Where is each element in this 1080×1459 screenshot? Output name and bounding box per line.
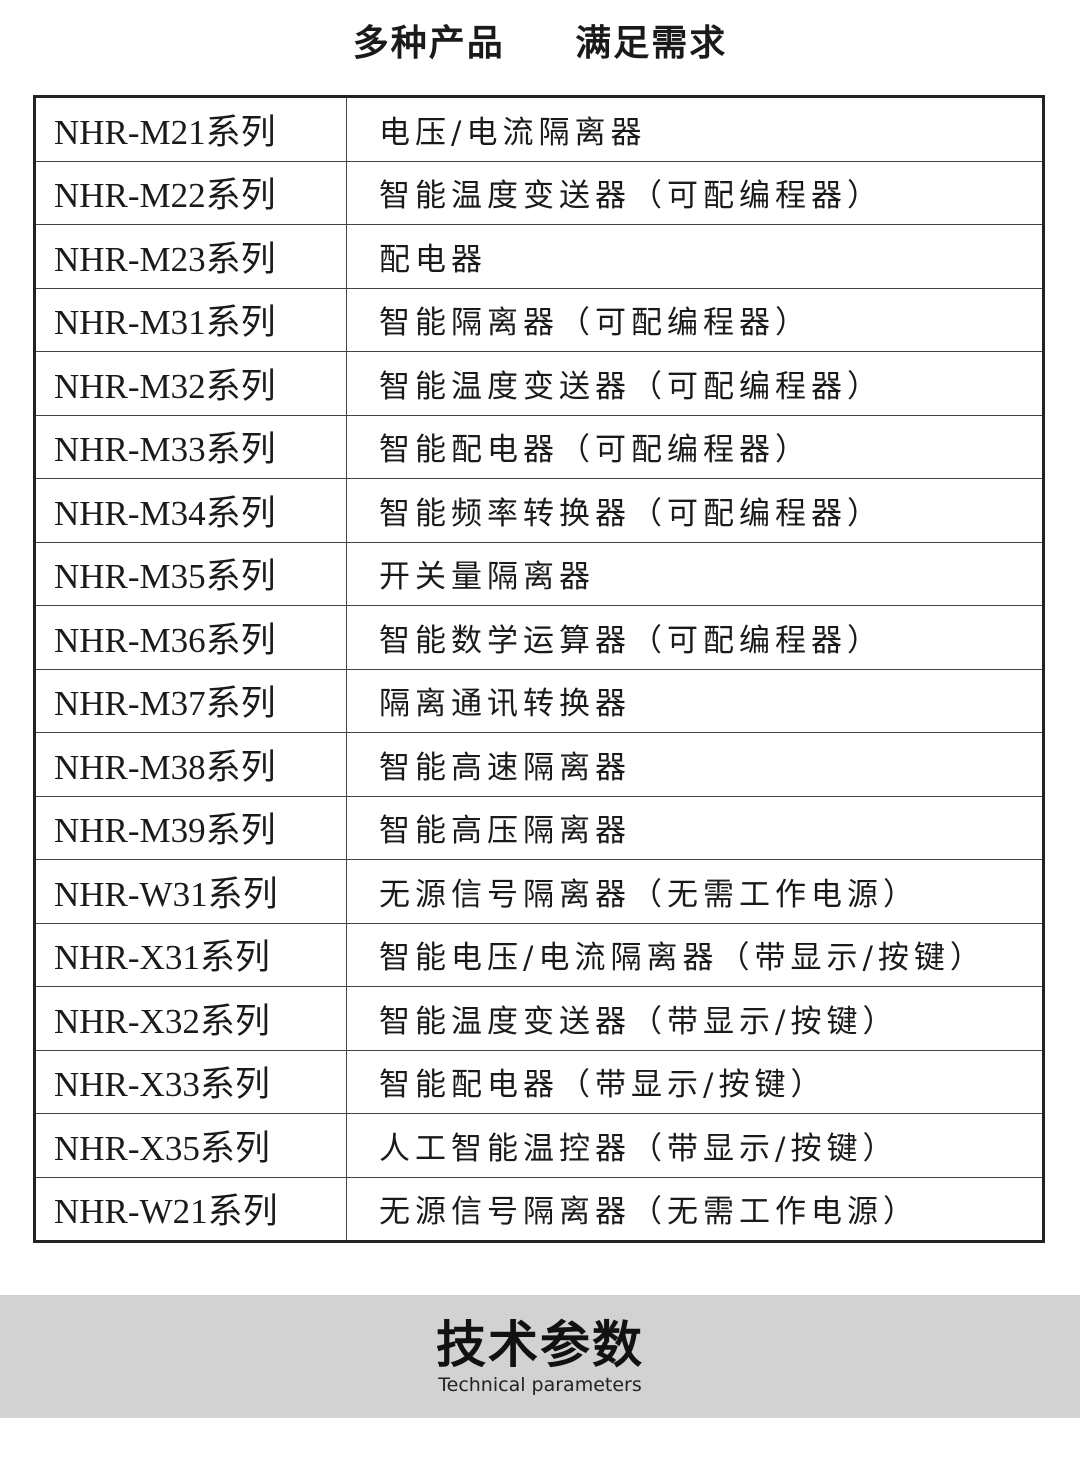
table-row: NHR-W31系列 无源信号隔离器（无需工作电源）	[34, 859, 1044, 924]
table-row: NHR-W21系列 无源信号隔离器（无需工作电源）	[34, 1177, 1044, 1242]
model-cell: NHR-M35系列	[34, 542, 347, 606]
description-cell: 智能隔离器（可配编程器）	[346, 288, 1044, 352]
model-cell: NHR-M32系列	[34, 351, 347, 416]
description-cell: 智能数学运算器（可配编程器）	[346, 605, 1044, 670]
table-row: NHR-M32系列 智能温度变送器（可配编程器）	[34, 351, 1044, 416]
title-left: 多种产品	[352, 23, 505, 64]
description-cell: 开关量隔离器	[346, 542, 1044, 606]
section-title: 多种产品 满足需求	[0, 14, 1080, 66]
banner-subheading: Technical parameters	[438, 1374, 642, 1396]
model-cell: NHR-M38系列	[34, 732, 347, 797]
description-cell: 电压/电流隔离器	[346, 96, 1044, 162]
model-cell: NHR-X33系列	[34, 1050, 347, 1114]
model-cell: NHR-W31系列	[34, 859, 347, 924]
description-cell: 智能温度变送器（可配编程器）	[346, 161, 1044, 225]
table-row: NHR-M34系列 智能频率转换器（可配编程器）	[34, 478, 1044, 543]
table-row: NHR-M33系列 智能配电器（可配编程器）	[34, 415, 1044, 479]
description-cell: 智能高速隔离器	[346, 732, 1044, 797]
model-cell: NHR-M34系列	[34, 478, 347, 543]
table-row: NHR-M36系列 智能数学运算器（可配编程器）	[34, 605, 1044, 670]
table-row: NHR-X35系列 人工智能温控器（带显示/按键）	[34, 1113, 1044, 1178]
model-cell: NHR-M21系列	[34, 96, 347, 162]
description-cell: 智能频率转换器（可配编程器）	[346, 478, 1044, 543]
table-row: NHR-X33系列 智能配电器（带显示/按键）	[34, 1050, 1044, 1114]
description-cell: 智能温度变送器（带显示/按键）	[346, 986, 1044, 1051]
table-row: NHR-X32系列 智能温度变送器（带显示/按键）	[34, 986, 1044, 1051]
description-cell: 智能配电器（可配编程器）	[346, 415, 1044, 479]
table-row: NHR-M22系列 智能温度变送器（可配编程器）	[34, 161, 1044, 225]
table-row: NHR-M23系列 配电器	[34, 224, 1044, 289]
model-cell: NHR-M37系列	[34, 669, 347, 733]
model-cell: NHR-W21系列	[34, 1177, 347, 1242]
table-row: NHR-X31系列 智能电压/电流隔离器（带显示/按键）	[34, 923, 1044, 987]
description-cell: 配电器	[346, 224, 1044, 289]
description-cell: 人工智能温控器（带显示/按键）	[346, 1113, 1044, 1178]
table-row: NHR-M21系列 电压/电流隔离器	[34, 96, 1044, 162]
table-row: NHR-M37系列 隔离通讯转换器	[34, 669, 1044, 733]
model-cell: NHR-M22系列	[34, 161, 347, 225]
title-right: 满足需求	[575, 23, 728, 64]
product-table: NHR-M21系列 电压/电流隔离器 NHR-M22系列 智能温度变送器（可配编程器）…	[33, 95, 1045, 1243]
description-cell: 隔离通讯转换器	[346, 669, 1044, 733]
banner-heading: 技术参数	[436, 1316, 644, 1374]
tech-params-banner: 技术参数 Technical parameters	[0, 1295, 1080, 1418]
description-cell: 智能温度变送器（可配编程器）	[346, 351, 1044, 416]
table-row: NHR-M35系列 开关量隔离器	[34, 542, 1044, 606]
table-row: NHR-M39系列 智能高压隔离器	[34, 796, 1044, 860]
model-cell: NHR-M36系列	[34, 605, 347, 670]
table-row: NHR-M31系列 智能隔离器（可配编程器）	[34, 288, 1044, 352]
model-cell: NHR-M31系列	[34, 288, 347, 352]
description-cell: 智能电压/电流隔离器（带显示/按键）	[346, 923, 1044, 987]
description-cell: 无源信号隔离器（无需工作电源）	[346, 859, 1044, 924]
model-cell: NHR-M23系列	[34, 224, 347, 289]
model-cell: NHR-M33系列	[34, 415, 347, 479]
description-cell: 无源信号隔离器（无需工作电源）	[379, 1194, 919, 1231]
model-cell: NHR-X32系列	[34, 986, 347, 1051]
description-cell: 智能高压隔离器	[346, 796, 1044, 860]
model-cell: NHR-M39系列	[34, 796, 347, 860]
table-row: NHR-M38系列 智能高速隔离器	[34, 732, 1044, 797]
model-cell: NHR-X35系列	[34, 1113, 347, 1178]
model-cell: NHR-X31系列	[34, 923, 347, 987]
description-cell: 智能配电器（带显示/按键）	[346, 1050, 1044, 1114]
